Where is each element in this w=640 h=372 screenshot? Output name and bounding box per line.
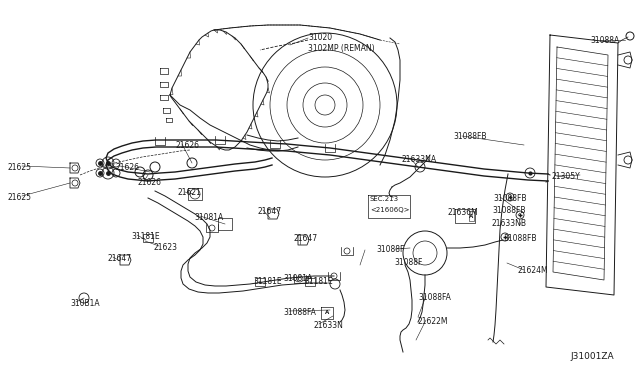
Text: J31001ZA: J31001ZA [570,352,614,361]
Text: 21633N: 21633N [313,321,343,330]
Text: 31081A: 31081A [194,213,223,222]
Text: 21633NA: 21633NA [402,155,437,164]
Text: 21626: 21626 [116,163,140,172]
Text: 21625: 21625 [8,193,32,202]
Text: 310B1A: 310B1A [70,299,100,308]
Text: 21626: 21626 [138,178,162,187]
Text: 21625: 21625 [8,163,32,172]
Text: 3102MP (REMAN): 3102MP (REMAN) [308,44,374,53]
Text: 31020: 31020 [308,33,332,42]
Text: 31088F: 31088F [394,258,422,267]
Text: 21621: 21621 [178,188,202,197]
Text: 21626: 21626 [175,141,199,150]
Text: 21624M: 21624M [518,266,548,275]
Text: 31181E: 31181E [253,277,282,286]
Text: 31088FA: 31088FA [418,293,451,302]
Text: 31088FB: 31088FB [453,132,486,141]
Text: 31181E: 31181E [304,277,333,286]
Text: 21647: 21647 [257,207,281,216]
Bar [143,234,153,242]
Text: 21647: 21647 [294,234,318,243]
Text: 31088FA: 31088FA [283,308,316,317]
Text: 31081A: 31081A [283,274,312,283]
Text: 31088F: 31088F [376,245,404,254]
Text: 21623: 21623 [153,243,177,252]
Text: A: A [325,311,329,315]
Bar [255,278,265,286]
Text: 31181E: 31181E [131,232,159,241]
Text: SEC.213: SEC.213 [370,196,399,202]
Text: 31088FB: 31088FB [493,206,526,215]
Text: 21636M: 21636M [447,208,477,217]
Bar [305,278,315,286]
Text: 31088FB: 31088FB [493,194,527,203]
Text: <21606Q>: <21606Q> [370,207,410,213]
Text: 21305Y: 21305Y [552,172,580,181]
Text: A: A [469,214,473,218]
Text: 21633NB: 21633NB [491,219,526,228]
Text: 31088A: 31088A [590,36,620,45]
Text: 21622M: 21622M [418,317,449,326]
Text: 31088FB: 31088FB [503,234,536,243]
Text: 21647: 21647 [107,254,131,263]
